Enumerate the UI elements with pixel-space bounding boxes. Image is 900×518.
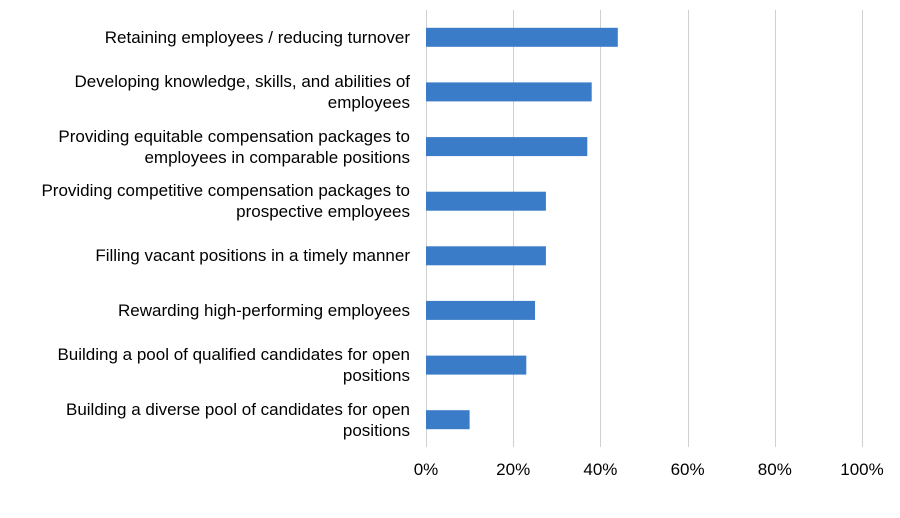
x-tick-label: 40% (583, 460, 618, 479)
bar-1 (426, 27, 618, 47)
x-tick-label: 60% (670, 460, 705, 479)
x-tick-label: 80% (757, 460, 792, 479)
category-label: Rewarding high-performing employees (10, 300, 410, 321)
category-label-line: employees in comparable positions (144, 147, 410, 167)
category-label-line: positions (342, 366, 410, 386)
category-label-line: positions (342, 420, 410, 440)
category-label-line: Building a pool of qualified candidates … (57, 345, 410, 365)
category-label: Providing competitive compensation packa… (10, 180, 410, 222)
x-tick-label: 0% (413, 460, 439, 479)
category-label: Developing knowledge, skills, and abilit… (10, 71, 410, 113)
category-label: Filling vacant positions in a timely man… (10, 245, 410, 266)
x-tick-label: 20% (496, 460, 531, 479)
category-label-line: Rewarding high-performing employees (118, 300, 410, 320)
bar-7 (426, 355, 527, 375)
bar-2 (426, 82, 592, 102)
category-label-line: Providing equitable compensation package… (58, 126, 410, 146)
bar-4 (426, 191, 546, 211)
bar-8 (426, 410, 470, 430)
category-label-line: Retaining employees / reducing turnover (104, 27, 410, 47)
category-label: Building a diverse pool of candidates fo… (10, 399, 410, 441)
bar-5 (426, 246, 546, 266)
bar-3 (426, 137, 588, 157)
category-label-line: Filling vacant positions in a timely man… (95, 246, 410, 266)
bar-6 (426, 300, 535, 320)
category-label-line: Developing knowledge, skills, and abilit… (74, 71, 410, 91)
category-label-line: Building a diverse pool of candidates fo… (65, 399, 410, 419)
category-label: Building a pool of qualified candidates … (10, 344, 410, 386)
category-label-line: employees (327, 92, 410, 112)
category-label: Providing equitable compensation package… (10, 126, 410, 168)
category-label-line: prospective employees (236, 202, 410, 222)
x-tick-label: 100% (840, 460, 884, 479)
category-label-line: Providing competitive compensation packa… (41, 181, 410, 201)
category-label: Retaining employees / reducing turnover (10, 27, 410, 48)
